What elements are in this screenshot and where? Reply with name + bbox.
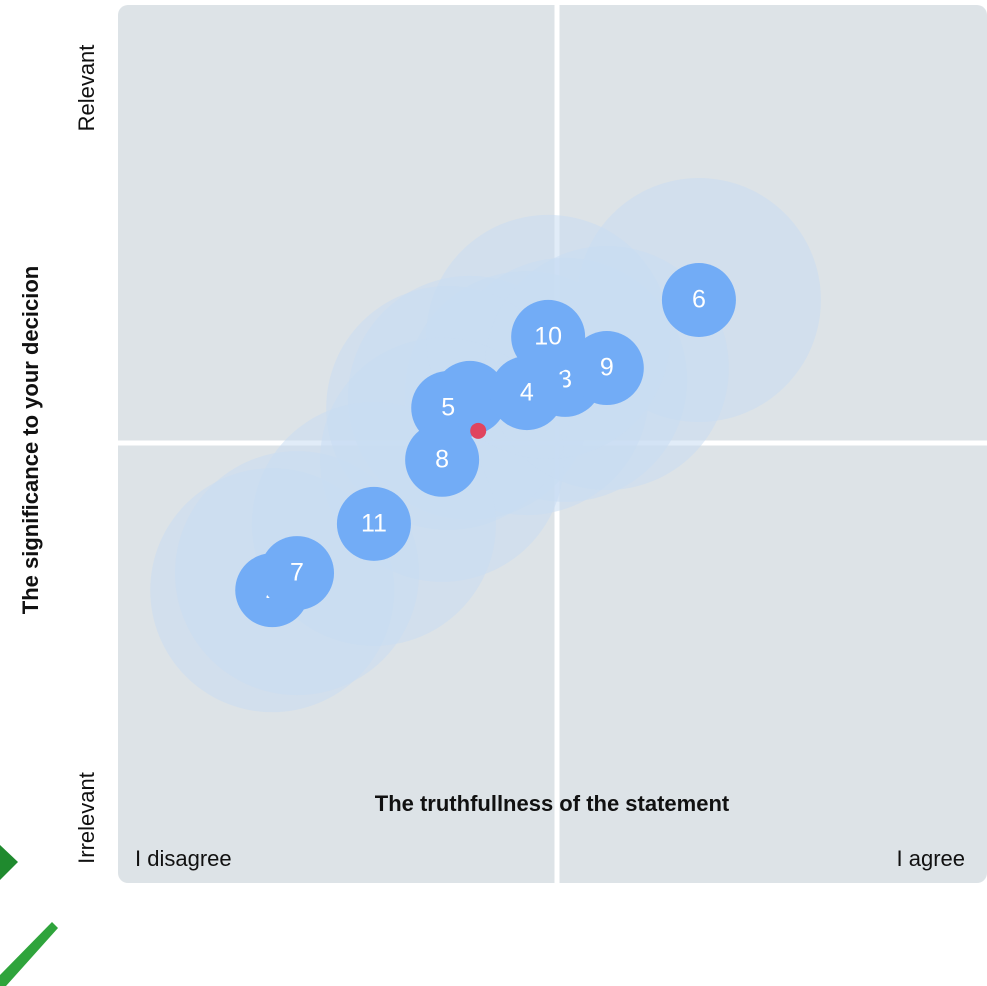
points: 1234567891011 <box>235 263 736 628</box>
point: 6 <box>661 263 736 338</box>
center-point <box>470 422 487 439</box>
point-bubble <box>405 422 480 497</box>
point-bubble <box>489 356 564 431</box>
x-axis-title: The truthfullness of the statement <box>375 791 730 816</box>
point-bubble <box>569 331 644 406</box>
logo-shape <box>0 922 58 986</box>
logo-shape <box>0 845 18 880</box>
point: 10 <box>511 299 586 374</box>
point-bubble <box>260 536 335 611</box>
point-bubble <box>511 299 586 374</box>
point-bubble <box>336 486 411 561</box>
point-label: 10 <box>534 322 562 350</box>
point-label: 11 <box>361 510 387 538</box>
y-axis-title: The significance to your decicion <box>18 266 43 614</box>
point: 4 <box>489 356 564 431</box>
x-high-label: I agree <box>897 846 966 871</box>
point-label: 5 <box>441 394 455 422</box>
y-high-label: Relevant <box>74 45 99 132</box>
y-low-label: Irrelevant <box>74 772 99 864</box>
point: 7 <box>260 536 335 611</box>
point-label: 4 <box>520 379 534 407</box>
x-low-label: I disagree <box>135 846 232 871</box>
point-label: 7 <box>290 559 304 587</box>
point-label: 8 <box>435 445 449 473</box>
point: 11 <box>336 486 411 561</box>
point-bubble <box>661 263 736 338</box>
point-label: 9 <box>600 354 614 382</box>
point-label: 6 <box>692 286 706 314</box>
point: 9 <box>569 331 644 406</box>
point: 8 <box>405 422 480 497</box>
